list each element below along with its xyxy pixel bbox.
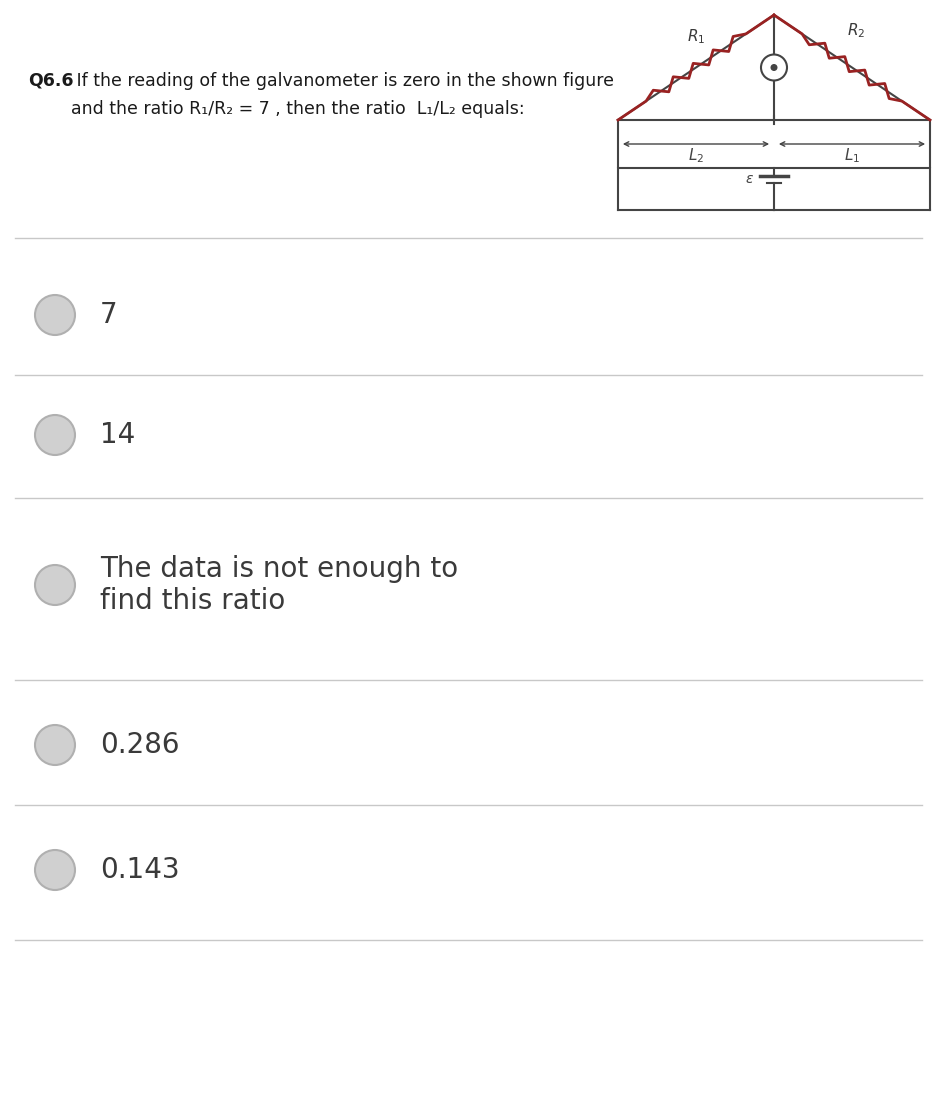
Text: and the ratio R₁/R₂ = 7 , then the ratio  L₁/L₂ equals:: and the ratio R₁/R₂ = 7 , then the ratio… [71,100,524,118]
Text: 7: 7 [100,301,118,329]
Text: $L_2$: $L_2$ [687,146,703,165]
Circle shape [35,850,75,890]
Text: The data is not enough to: The data is not enough to [100,555,458,583]
Circle shape [760,55,786,80]
Text: 0.143: 0.143 [100,856,180,884]
Text: $\varepsilon$: $\varepsilon$ [744,172,753,186]
Circle shape [769,64,777,71]
Text: find this ratio: find this ratio [100,586,285,615]
Text: Q6.6: Q6.6 [28,72,73,90]
Circle shape [35,295,75,334]
Text: $L_1$: $L_1$ [843,146,859,165]
Circle shape [35,565,75,605]
Text: 14: 14 [100,421,135,449]
Text: $R_2$: $R_2$ [846,21,864,40]
Text: 0.286: 0.286 [100,731,180,759]
Circle shape [35,725,75,765]
Text: $R_1$: $R_1$ [686,28,705,47]
Text: If the reading of the galvanometer is zero in the shown figure: If the reading of the galvanometer is ze… [71,72,613,90]
Circle shape [35,415,75,455]
